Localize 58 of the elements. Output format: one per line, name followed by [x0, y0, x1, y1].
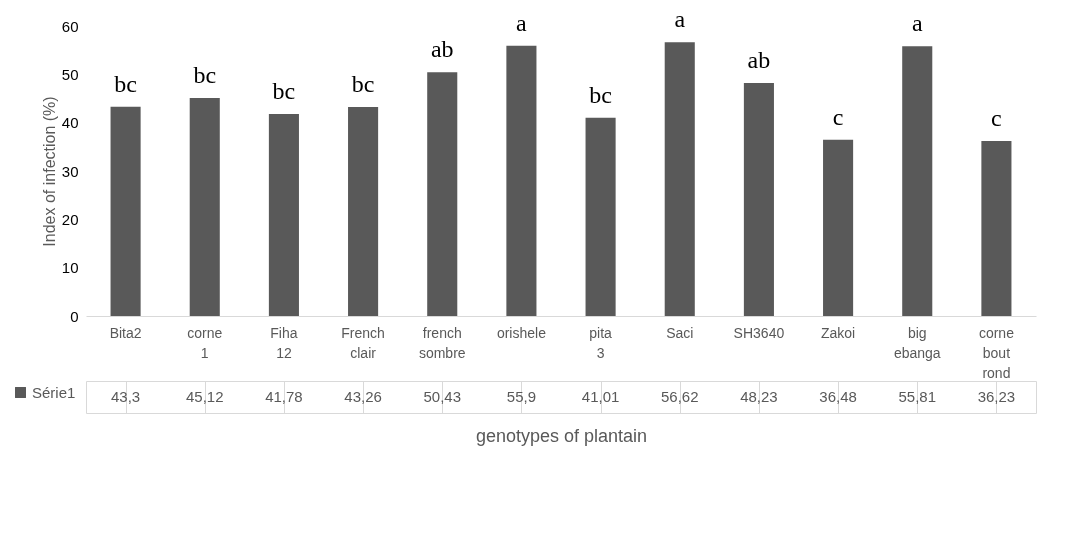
y-tick-label: 50 — [61, 65, 79, 83]
annotation: a — [674, 6, 686, 33]
y-tick-label: 60 — [61, 17, 79, 35]
data-label: 36,23 — [977, 388, 1016, 405]
x-tick-label: big ebanga — [893, 324, 941, 361]
x-tick-label: Zakoi — [820, 324, 856, 341]
data-label: 56,62 — [660, 388, 699, 405]
bar — [268, 114, 299, 316]
data-label: 48,23 — [740, 388, 778, 405]
data-label: 50,43 — [423, 388, 462, 405]
x-tick-label: french sombre — [418, 324, 466, 361]
annotation: c — [991, 104, 1002, 131]
data-label: 41,78 — [265, 388, 303, 405]
bar — [664, 42, 695, 316]
y-tick-label: 0 — [70, 307, 79, 325]
legend-label: Série1 — [32, 383, 76, 401]
annotation: ab — [430, 36, 454, 63]
y-tick-label: 20 — [61, 210, 79, 228]
bar — [348, 106, 379, 316]
annotation: bc — [272, 78, 296, 105]
annotation: bc — [589, 81, 612, 108]
data-label: 45,12 — [185, 388, 224, 405]
bar — [506, 45, 537, 316]
x-tick-label: pita 3 — [589, 324, 613, 361]
annotation: ab — [747, 46, 771, 73]
x-tick-label: corne 1 — [187, 324, 223, 361]
annotation: a — [911, 10, 923, 37]
annotation: c — [832, 103, 844, 130]
data-label: 41,01 — [581, 388, 620, 405]
bar — [981, 140, 1012, 316]
x-tick-label: Saci — [666, 324, 694, 341]
bar — [743, 82, 774, 316]
annotation: bc — [351, 70, 375, 97]
bar — [189, 97, 220, 316]
data-label: 55,9 — [506, 388, 537, 405]
data-label: 43,26 — [344, 388, 382, 405]
bar — [823, 139, 854, 316]
annotation: a — [516, 9, 528, 36]
x-tick-label: corne bout rond — [978, 324, 1015, 381]
bar — [902, 46, 933, 316]
x-tick-label: Bita2 — [109, 324, 142, 341]
x-tick-label: orishele — [496, 324, 547, 341]
bar — [110, 106, 141, 316]
x-tick-label: SH3640 — [733, 324, 785, 341]
x-tick-label: French clair — [341, 324, 385, 361]
y-tick-label: 40 — [61, 114, 79, 132]
data-label: 36,48 — [819, 388, 857, 405]
bar — [427, 72, 458, 316]
y-tick-label: 10 — [61, 259, 79, 277]
y-axis-title: Index of infection (%) — [40, 96, 58, 247]
bar — [585, 117, 616, 316]
x-axis-title: genotypes of plantain — [475, 425, 648, 446]
data-label: 43,3 — [110, 388, 141, 405]
x-tick-label: Fiha 12 — [270, 324, 298, 361]
annotation: bc — [114, 70, 137, 97]
annotation: bc — [193, 61, 217, 88]
y-tick-label: 30 — [61, 162, 79, 180]
data-label: 55,81 — [898, 388, 937, 405]
